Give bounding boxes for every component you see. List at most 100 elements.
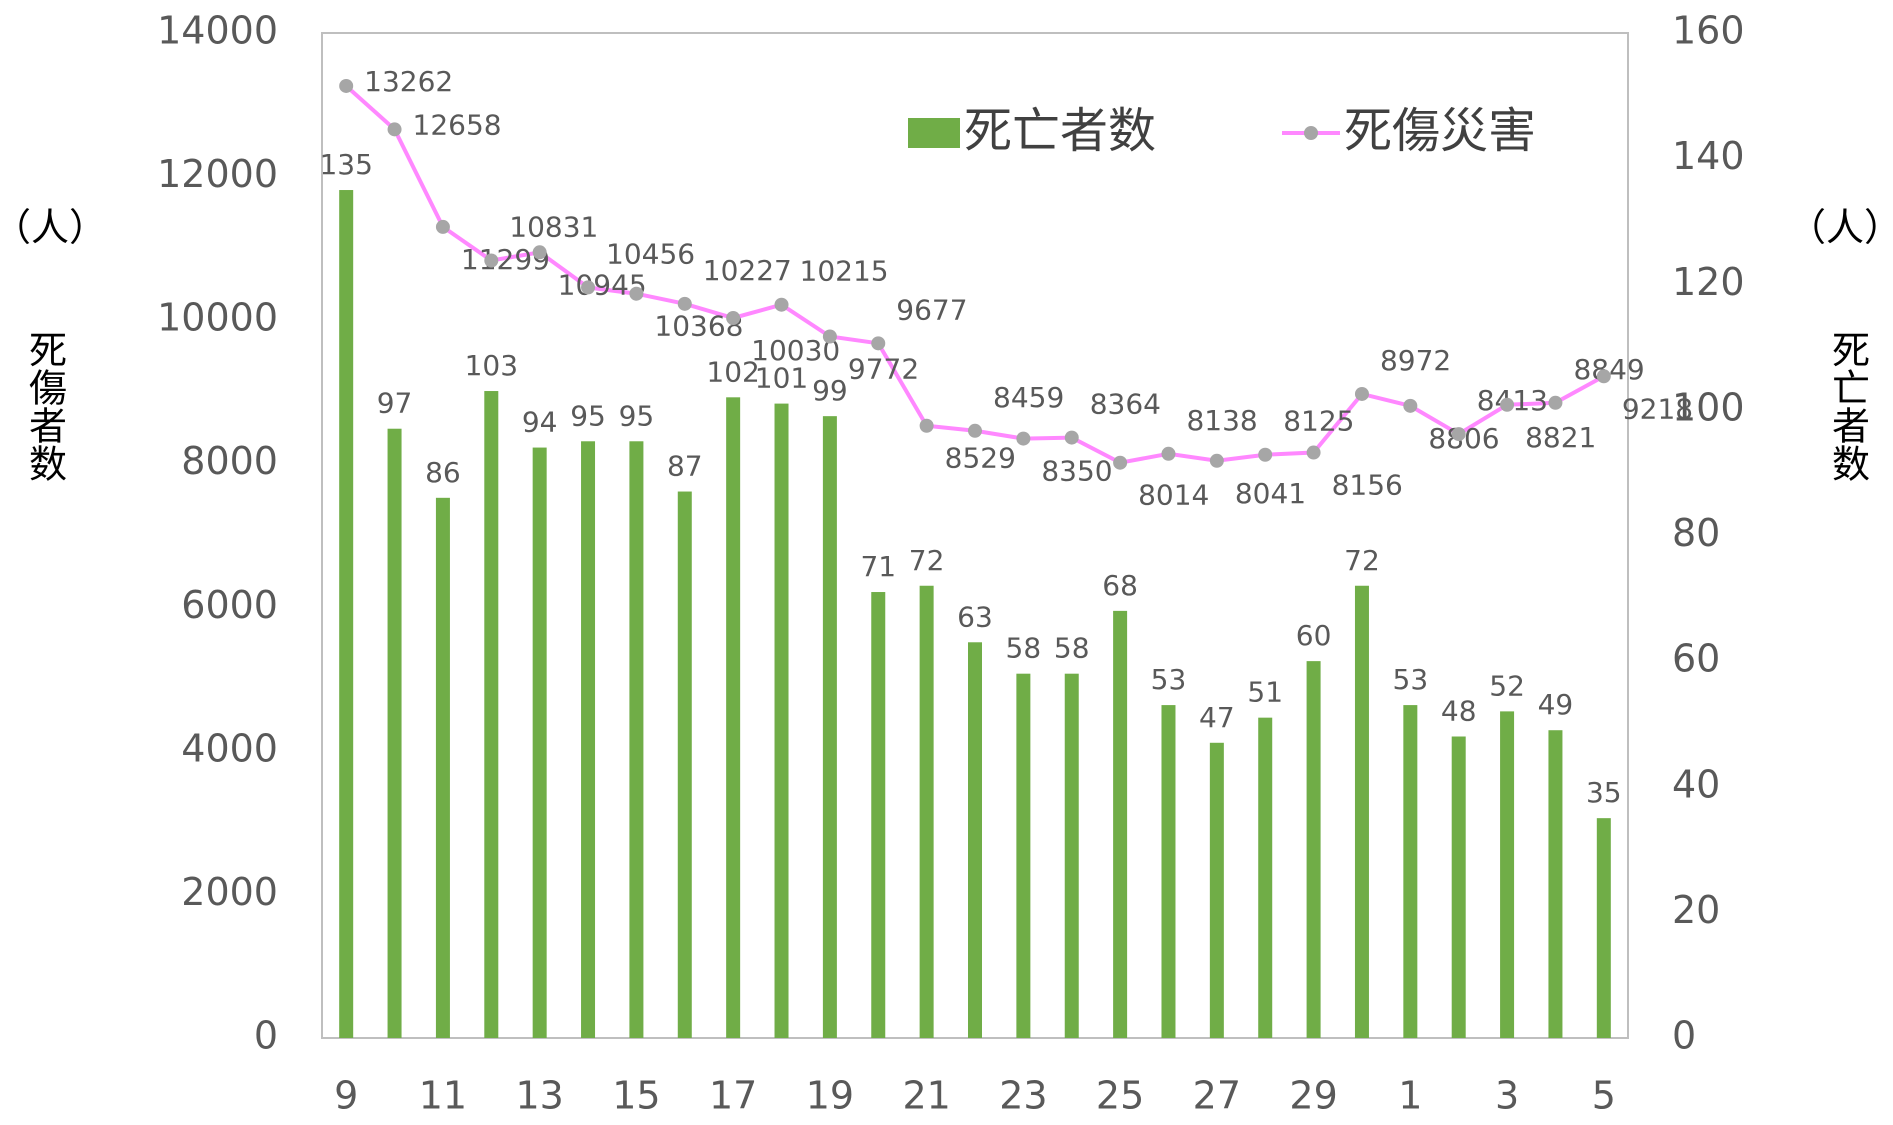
line-data-label: 8014 — [1138, 479, 1209, 512]
bar — [1596, 818, 1611, 1038]
line-marker — [677, 296, 692, 311]
bar-data-label: 99 — [812, 374, 848, 407]
line-marker — [919, 418, 934, 433]
x-tick-label: 27 — [1193, 1074, 1241, 1118]
line-marker — [774, 297, 789, 312]
y-tick-label: 10000 — [157, 296, 278, 340]
y2-tick-label: 0 — [1672, 1014, 1696, 1058]
line-marker — [822, 329, 837, 344]
x-tick-label: 19 — [806, 1074, 854, 1118]
y2-tick-label: 20 — [1672, 888, 1720, 932]
y2-tick-label: 140 — [1672, 134, 1745, 178]
line-marker — [1209, 453, 1224, 468]
x-tick-label: 3 — [1495, 1074, 1519, 1118]
line-data-label: 10831 — [509, 210, 598, 243]
bar-data-label: 48 — [1441, 695, 1477, 728]
bar — [968, 642, 982, 1038]
bar — [387, 428, 402, 1038]
line-marker — [435, 219, 450, 234]
y-tick-label: 14000 — [157, 9, 278, 53]
bar-data-label: 60 — [1296, 619, 1332, 652]
bar — [581, 441, 596, 1038]
line-data-label: 8972 — [1380, 344, 1451, 377]
bar-data-label: 51 — [1247, 676, 1283, 709]
line-marker — [1258, 447, 1273, 462]
bar — [339, 190, 354, 1038]
y-axis-unit: （人） — [0, 206, 107, 250]
line-marker — [1403, 398, 1418, 413]
bar — [629, 441, 644, 1038]
bar-data-label: 86 — [425, 456, 461, 489]
bar — [1451, 736, 1466, 1038]
y-tick-label: 2000 — [181, 870, 278, 914]
line-data-label: 8350 — [1041, 455, 1112, 488]
bar-data-label: 94 — [522, 406, 558, 439]
bar-data-label: 71 — [860, 550, 896, 583]
x-tick-label: 13 — [515, 1074, 563, 1118]
y2-axis-title: 死亡者数 — [1826, 330, 1870, 482]
line-data-label: 9677 — [896, 293, 967, 326]
line-data-label: 8138 — [1186, 404, 1257, 437]
bar-data-label: 63 — [957, 600, 993, 633]
line-data-label: 8125 — [1283, 405, 1354, 438]
line-marker — [968, 423, 982, 438]
x-tick-label: 1 — [1398, 1074, 1422, 1118]
line-marker — [1064, 430, 1079, 445]
bar — [435, 497, 450, 1038]
bar-data-label: 87 — [667, 450, 703, 483]
bar-data-label: 47 — [1199, 701, 1235, 734]
bar-data-label: 53 — [1393, 663, 1429, 696]
y-tick-label: 6000 — [181, 583, 278, 627]
x-tick-label: 17 — [709, 1074, 757, 1118]
line-data-label: 9218 — [1622, 392, 1693, 425]
bar — [1403, 705, 1418, 1038]
bar-data-label: 101 — [755, 362, 808, 395]
y-axis-title: 死傷者数 — [23, 330, 67, 482]
bar-data-label: 103 — [465, 349, 518, 382]
line-marker — [1016, 431, 1031, 446]
bar — [726, 397, 741, 1038]
bar — [1500, 711, 1515, 1038]
x-tick-label: 9 — [334, 1074, 358, 1118]
x-tick-label: 29 — [1289, 1074, 1337, 1118]
bar — [774, 403, 789, 1038]
bar-data-label: 68 — [1102, 569, 1138, 602]
line-data-label: 8529 — [945, 442, 1016, 475]
bar-data-label: 53 — [1151, 663, 1187, 696]
line-marker — [581, 280, 596, 295]
bar-data-label: 97 — [377, 387, 413, 420]
bar — [484, 391, 499, 1038]
line-data-label: 10227 — [703, 254, 792, 287]
y2-tick-label: 160 — [1672, 9, 1745, 53]
line-marker — [339, 78, 354, 93]
bar — [1113, 610, 1128, 1038]
line-marker — [1596, 369, 1611, 384]
x-tick-label: 23 — [999, 1074, 1047, 1118]
legend-label: 死傷災害 — [1344, 103, 1536, 159]
line-data-label: 8156 — [1332, 469, 1403, 502]
legend-swatch — [1304, 126, 1318, 140]
bar-data-label: 72 — [909, 544, 945, 577]
line-marker — [871, 336, 886, 351]
bar-data-label: 49 — [1538, 688, 1574, 721]
y-tick-label: 12000 — [157, 152, 278, 196]
y2-axis-unit: （人） — [1788, 206, 1893, 250]
bar-data-label: 58 — [1006, 632, 1042, 665]
line-data-label: 8821 — [1525, 421, 1596, 454]
y2-tick-label: 60 — [1672, 637, 1720, 681]
bar — [677, 491, 692, 1038]
bar — [1306, 661, 1321, 1038]
bar — [871, 592, 886, 1038]
bar — [822, 416, 837, 1038]
legend-label: 死亡者数 — [964, 103, 1156, 159]
y2-tick-label: 120 — [1672, 260, 1745, 304]
line-marker — [629, 286, 644, 301]
y-tick-label: 0 — [254, 1014, 278, 1058]
y2-tick-label: 40 — [1672, 762, 1720, 806]
x-tick-label: 21 — [902, 1074, 950, 1118]
y2-tick-label: 100 — [1672, 385, 1745, 429]
bar — [1548, 730, 1563, 1038]
bar-data-label: 95 — [619, 399, 655, 432]
line-marker — [1354, 386, 1369, 401]
